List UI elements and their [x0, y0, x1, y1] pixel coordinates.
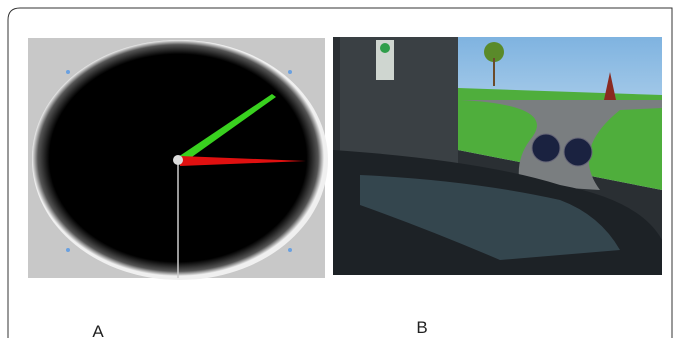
panel-b-image — [333, 37, 662, 275]
panel-label: B — [416, 318, 427, 337]
figure-canvas: A B — [0, 0, 676, 338]
panel-label: A — [92, 322, 104, 338]
figure: A B — [0, 0, 676, 338]
panel-a-image — [28, 38, 328, 280]
